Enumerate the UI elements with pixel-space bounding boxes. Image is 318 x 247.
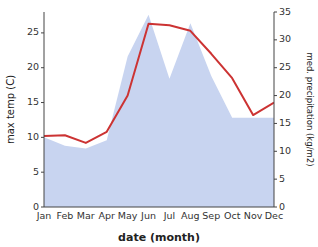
x-tick-label: May	[118, 210, 138, 221]
y2-tick-label: 35	[279, 6, 291, 17]
y-tick-label: 5	[33, 166, 39, 177]
x-tick-label: Apr	[99, 210, 116, 221]
y2-tick	[274, 151, 277, 152]
y2-tick	[274, 207, 277, 208]
y-axis-label: max temp (C)	[5, 75, 16, 144]
y-tick-label: 20	[27, 61, 39, 72]
y-tick	[41, 172, 44, 173]
y2-axis-label: med. precipitation (kg/m2)	[305, 52, 315, 166]
y2-tick-label: 30	[279, 33, 291, 44]
x-tick-label: Aug	[181, 210, 200, 221]
y-tick-label: 15	[27, 96, 39, 107]
x-tick-label: Feb	[56, 210, 73, 221]
y2-tick-label: 20	[279, 89, 291, 100]
x-tick-label: Jan	[36, 210, 52, 221]
chart: 051015202505101520253035JanFebMarAprMayJ…	[0, 0, 318, 247]
y-tick-label: 10	[27, 131, 39, 142]
y2-tick	[274, 179, 277, 180]
x-tick-label: Jun	[140, 210, 156, 221]
y-tick-label: 25	[27, 26, 39, 37]
y2-tick	[274, 39, 277, 40]
x-tick-label: Jul	[163, 210, 175, 221]
y2-tick-label: 25	[279, 61, 291, 72]
y2-tick	[274, 67, 277, 68]
x-axis-label: date (month)	[118, 231, 200, 244]
y-axis-line	[44, 12, 45, 207]
x-axis-line	[44, 207, 274, 208]
y-tick	[41, 102, 44, 103]
y-tick	[41, 32, 44, 33]
y2-tick	[274, 95, 277, 96]
y-tick	[41, 67, 44, 68]
y-tick	[41, 207, 44, 208]
y-tick	[41, 137, 44, 138]
y2-tick	[274, 12, 277, 13]
y2-tick-label: 15	[279, 117, 291, 128]
y2-tick-label: 5	[279, 173, 285, 184]
temperature-line	[44, 24, 274, 143]
x-tick-label: Sep	[202, 210, 220, 221]
plot-area	[44, 15, 274, 207]
x-tick-label: Nov	[244, 210, 263, 221]
x-tick-label: Mar	[77, 210, 95, 221]
x-tick-label: Dec	[265, 210, 283, 221]
y2-tick-label: 10	[279, 145, 291, 156]
y2-axis-line	[274, 12, 275, 207]
y2-tick	[274, 123, 277, 124]
x-tick-label: Oct	[224, 210, 241, 221]
precipitation-area	[44, 15, 274, 207]
